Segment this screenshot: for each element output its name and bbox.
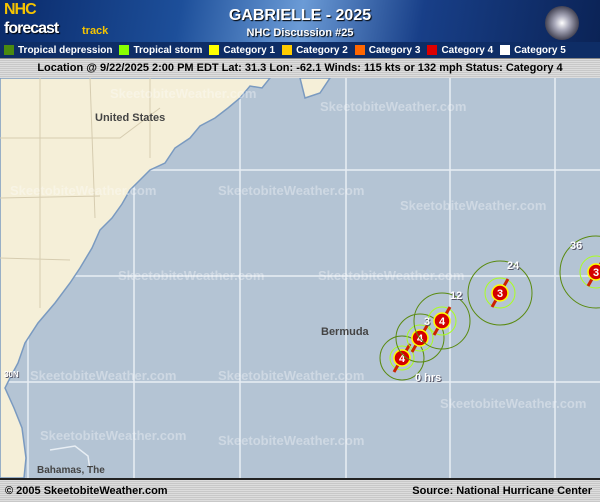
legend-swatch bbox=[500, 45, 511, 55]
forecast-hour-label: 24 bbox=[507, 260, 520, 272]
legend-item: Category 4 bbox=[427, 45, 493, 56]
legend-label: Category 3 bbox=[368, 44, 421, 56]
storm-title: GABRIELLE - 2025 bbox=[228, 7, 372, 24]
nova-scotia bbox=[299, 78, 331, 99]
storm-category: 4 bbox=[439, 316, 446, 328]
source: Source: National Hurricane Center bbox=[412, 485, 592, 497]
forecast-hour-label: 3 bbox=[424, 316, 431, 328]
watermark: SkeetobiteWeather.com bbox=[440, 396, 587, 411]
header-banner: NHC forecast track GABRIELLE - 2025 NHC … bbox=[0, 0, 600, 42]
legend-item: Category 5 bbox=[500, 45, 566, 56]
label-bahamas: Bahamas, The bbox=[37, 465, 105, 476]
us-landmass bbox=[0, 78, 271, 478]
storm-marker-icon bbox=[491, 284, 509, 302]
discussion-subtitle: NHC Discussion #25 bbox=[246, 27, 354, 39]
label-lat-30n: 30N bbox=[4, 370, 19, 379]
legend-item: Tropical storm bbox=[119, 45, 202, 56]
wind-radius-50kt bbox=[427, 306, 457, 336]
wind-radius-50kt bbox=[406, 324, 434, 352]
category-legend: Tropical depression Tropical storm Categor… bbox=[0, 42, 600, 58]
watermark: SkeetobiteWeather.com bbox=[118, 268, 265, 283]
wind-radius-ts bbox=[379, 335, 425, 381]
bahamas bbox=[49, 445, 91, 471]
status-bar: Location @ 9/22/2025 2:00 PM EDT Lat: 31… bbox=[0, 58, 600, 79]
legend-label: Category 5 bbox=[514, 44, 566, 56]
storm-marker-icon bbox=[587, 263, 600, 281]
hurricane-icon bbox=[545, 6, 579, 40]
watermark: SkeetobiteWeather.com bbox=[218, 433, 365, 448]
storm-category: 3 bbox=[497, 288, 503, 300]
watermark: SkeetobiteWeather.com bbox=[218, 183, 365, 198]
wind-radius-50kt bbox=[484, 277, 516, 309]
watermark: SkeetobiteWeather.com bbox=[318, 268, 465, 283]
legend-label: Category 4 bbox=[441, 44, 494, 56]
legend-label: Tropical storm bbox=[133, 44, 203, 56]
legend-swatch bbox=[354, 45, 365, 55]
legend-swatch bbox=[282, 45, 293, 55]
watermark: SkeetobiteWeather.com bbox=[30, 368, 177, 383]
watermark: SkeetobiteWeather.com bbox=[110, 86, 257, 101]
legend-swatch bbox=[427, 45, 438, 55]
watermark: SkeetobiteWeather.com bbox=[40, 428, 187, 443]
footer: © 2005 SkeetobiteWeather.com Source: Nat… bbox=[0, 478, 600, 502]
legend-swatch bbox=[4, 45, 14, 55]
forecast-hour-label: 36 bbox=[570, 240, 583, 252]
legend-swatch bbox=[209, 45, 220, 55]
watermark: SkeetobiteWeather.com bbox=[218, 368, 365, 383]
wind-radius-ts bbox=[467, 260, 533, 326]
storm-category: 4 bbox=[399, 353, 406, 365]
forecast-hour-label: 0 hrs bbox=[415, 372, 442, 384]
wind-radius-ts bbox=[559, 235, 600, 309]
forecast-hour-label: 12 bbox=[450, 290, 463, 302]
wind-radius-ts bbox=[413, 292, 471, 350]
label-bermuda: Bermuda bbox=[321, 326, 369, 338]
legend-item: Category 1 bbox=[209, 45, 275, 56]
storm-marker-icon bbox=[433, 312, 451, 330]
watermark: SkeetobiteWeather.com bbox=[400, 198, 547, 213]
label-united-states: United States bbox=[95, 112, 166, 124]
legend-label: Category 1 bbox=[223, 44, 276, 56]
state-borders bbox=[0, 78, 161, 308]
legend-swatch bbox=[119, 45, 130, 55]
logo: forecast bbox=[4, 20, 59, 37]
watermark: SkeetobiteWeather.com bbox=[320, 99, 467, 114]
storm-category: 3 bbox=[593, 267, 599, 279]
legend-item: Category 2 bbox=[282, 45, 348, 56]
legend-label: Tropical depression bbox=[18, 44, 113, 56]
logo: track bbox=[82, 25, 109, 37]
legend-item: Category 3 bbox=[354, 44, 421, 56]
wind-radius-50kt bbox=[389, 345, 415, 371]
wind-radius-50kt bbox=[579, 255, 600, 289]
watermark: SkeetobiteWeather.com bbox=[10, 183, 157, 198]
copyright: © 2005 SkeetobiteWeather.com bbox=[5, 485, 168, 497]
storm-marker-icon bbox=[393, 349, 411, 367]
legend-item: Tropical depression bbox=[4, 45, 112, 56]
logo: NHC bbox=[4, 1, 37, 18]
legend-label: Category 2 bbox=[296, 44, 348, 56]
wind-radius-ts bbox=[395, 313, 445, 363]
